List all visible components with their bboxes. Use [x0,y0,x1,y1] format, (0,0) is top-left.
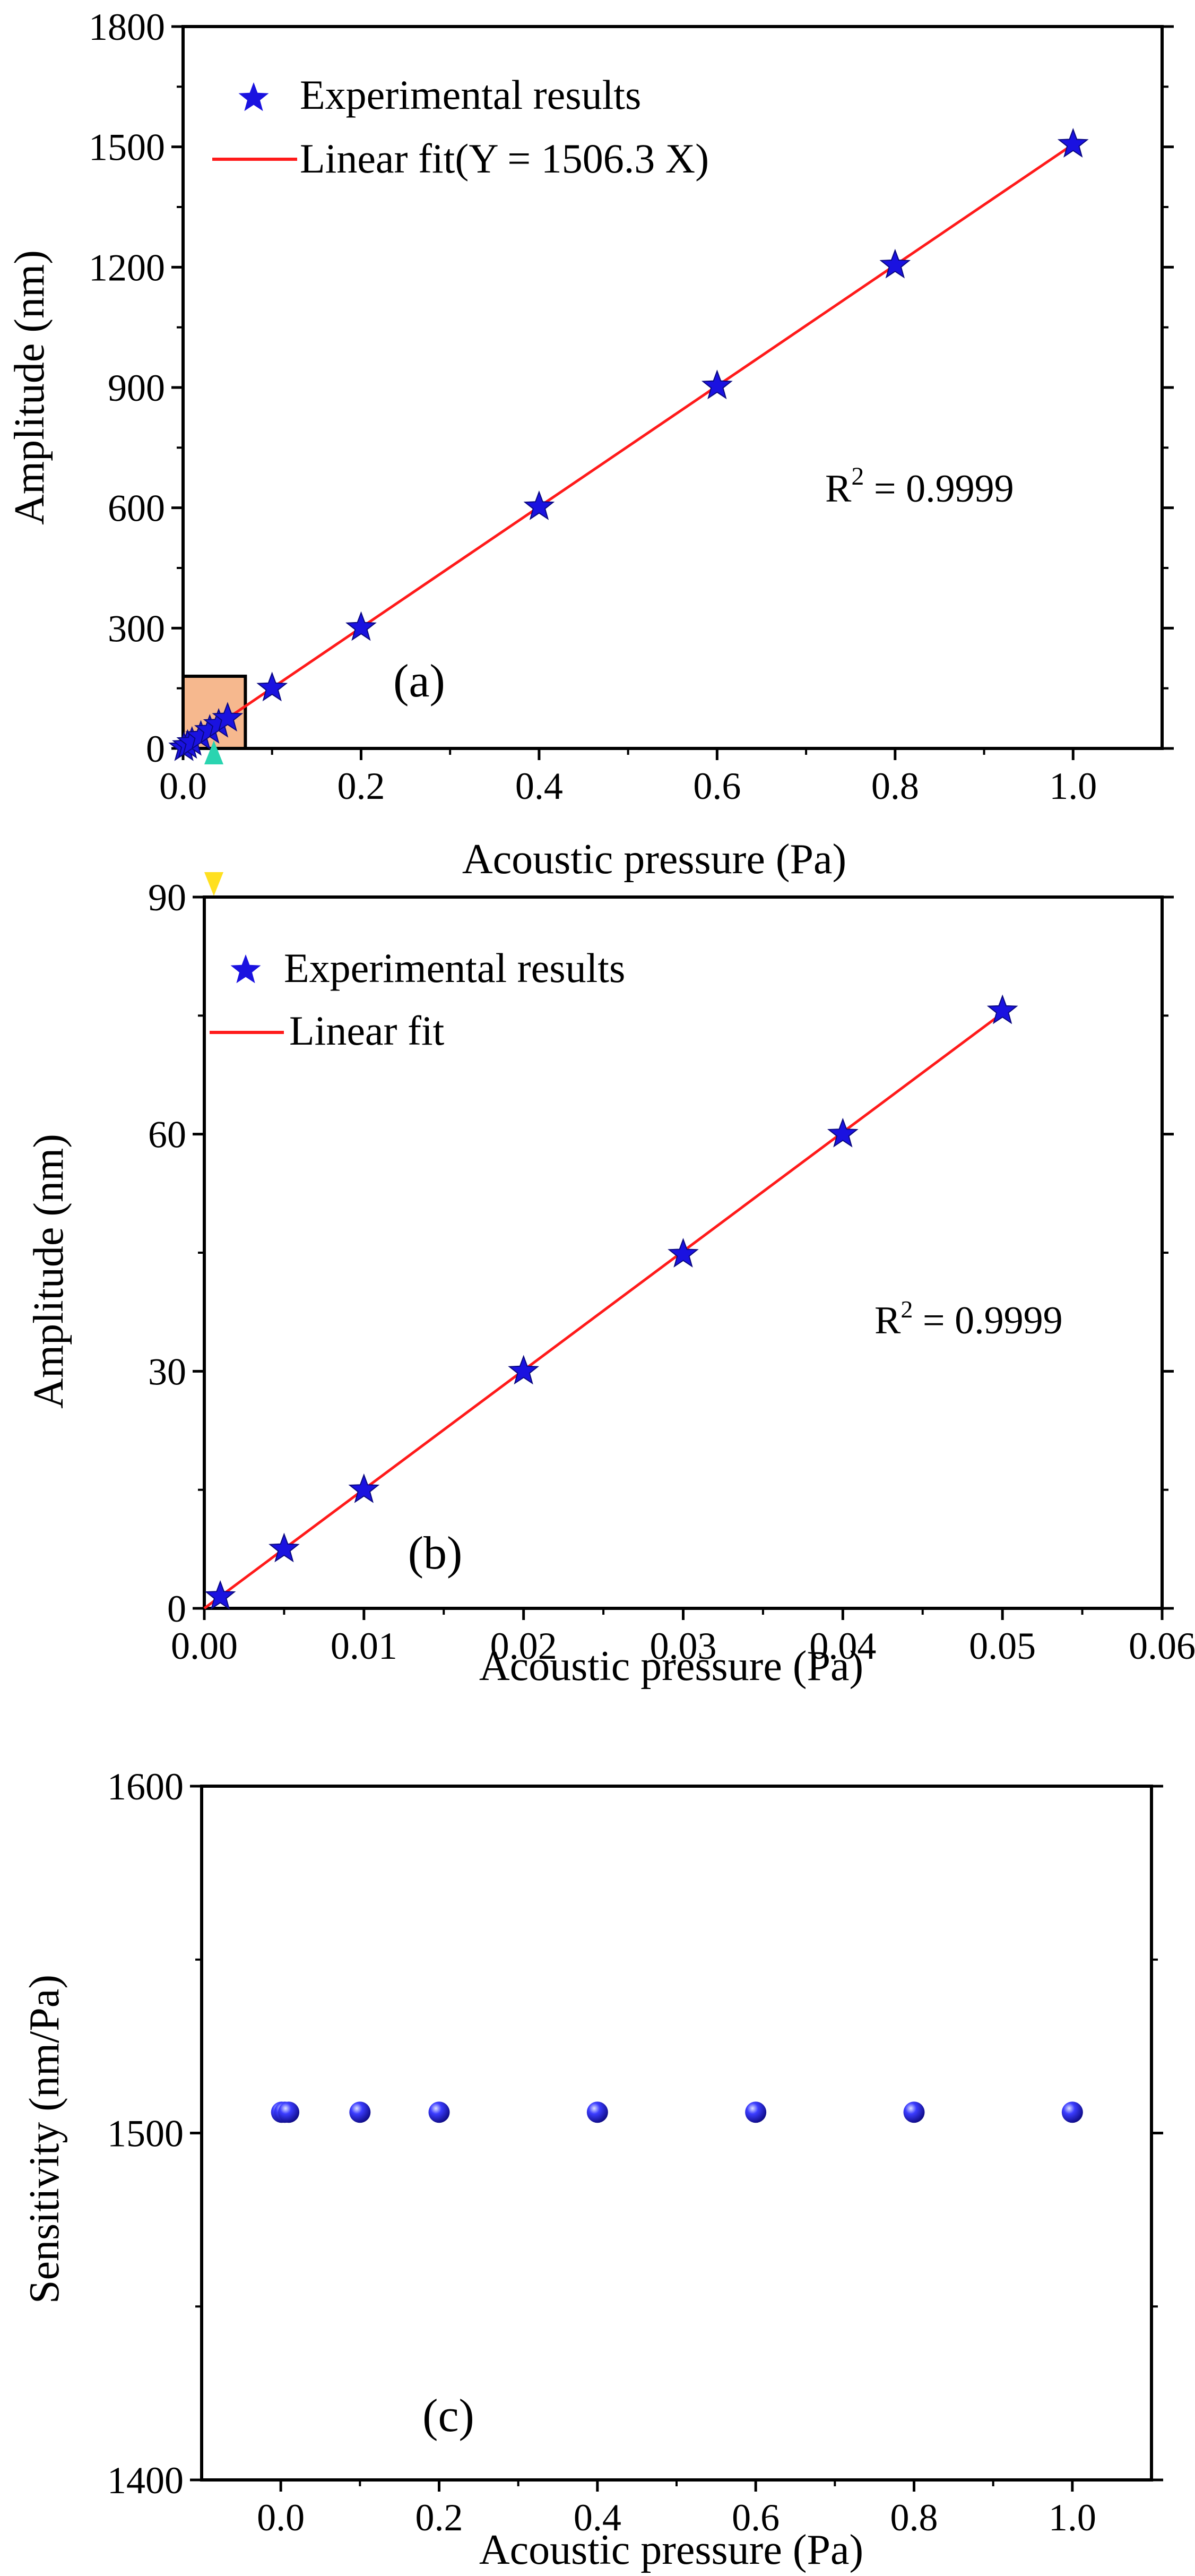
plot-layer: 0.00 0.01 0.02 0.03 0.04 0.05 0.06 0 30 60 90 [148,876,1195,1667]
data-point-star [269,1532,300,1563]
y-tick-label: 0 [167,1588,186,1630]
panel-b-letter: (b) [408,1528,463,1579]
data-point-sphere [349,2101,371,2123]
panel-c-chart: 0.0 0.2 0.4 0.6 0.8 1.0 1400 1500 1600 (c) Acous… [21,1765,1163,2573]
y-tick-label: 1600 [107,1765,184,1808]
y-tick-label: 600 [108,487,165,530]
x-tick-label: 0.05 [969,1625,1036,1667]
x-axis-label-c: Acoustic pressure (Pa) [479,2527,863,2573]
x-tick-label: 1.0 [1049,765,1097,807]
y-tick-label: 30 [148,1350,186,1393]
y-axis-label-b: Amplitude (nm) [25,1134,72,1409]
data-point-sphere [428,2101,450,2123]
y-tick-label: 1200 [89,246,165,289]
legend-star-glyph [238,82,269,111]
plot-frame [200,1785,1153,2482]
x-axis-label-a: Acoustic pressure (Pa) [462,836,846,883]
x-tick-label: 0.04 [809,1625,876,1667]
data-point-star [212,702,244,732]
y-axis-label-a: Amplitude (nm) [6,250,53,525]
data-point-star [827,1117,859,1148]
panel-a-chart: 0.0 0.2 0.4 0.6 0.8 1.0 0 300 600 900 1200 1500 1800… [6,6,1174,883]
legend-star-marker [238,82,269,111]
data-point-star [523,490,555,520]
y-tick-label: 1500 [89,126,165,169]
data-point-star [701,369,733,400]
y-tick-label: 1400 [107,2459,184,2502]
data-point-sphere [278,2101,300,2123]
legend-experimental-label: Experimental results [284,945,625,991]
x-tick-label: 0.00 [171,1625,238,1667]
data-point-star [348,1473,380,1503]
x-tick-label: 0.6 [732,2496,780,2539]
x-tick-label: 0.8 [871,765,919,807]
connector-arrowhead-down [204,872,223,896]
legend-star-marker [230,954,261,984]
data-point-star [986,994,1018,1024]
x-tick-label: 0.0 [159,765,207,807]
zoom-connector-arrow [204,740,223,896]
x-tick-label: 0.0 [257,2496,305,2539]
plot-frame [181,25,1164,750]
x-tick-label: 0.4 [574,2496,621,2539]
x-tick-label: 0.4 [515,765,563,807]
data-point-star [1057,128,1089,158]
legend-fit-label: Linear fit [289,1007,445,1054]
y-tick-label: 1500 [107,2113,184,2155]
data-point-sphere [586,2101,608,2123]
y-tick-label: 900 [108,367,165,409]
data-point-star [508,1355,540,1385]
data-point-star [256,671,288,702]
x-tick-label: 1.0 [1049,2496,1096,2539]
r-squared-annotation: R2 = 0.9999 [874,1296,1063,1342]
legend-star-glyph [230,954,261,984]
data-point-star [879,248,911,279]
panel-a-legend: Experimental results Linear fit(Y = 1506… [212,72,709,182]
plot-layer: 0.0 0.2 0.4 0.6 0.8 1.0 1400 1500 1600 [107,1765,1163,2539]
y-tick-label: 60 [148,1114,186,1156]
x-tick-label: 0.8 [890,2496,938,2539]
data-point-star [345,611,377,641]
data-point-sphere [903,2101,925,2123]
x-tick-label: 0.2 [415,2496,463,2539]
legend-experimental-label: Experimental results [300,72,641,118]
x-tick-label: 0.2 [337,765,385,807]
x-tick-label: 0.6 [693,765,741,807]
x-tick-label: 0.06 [1129,1625,1195,1667]
panel-a-letter: (a) [393,656,445,707]
fit-line [182,143,1074,750]
x-tick-label: 0.03 [650,1625,717,1667]
connector-arrowhead-up [204,740,223,764]
y-axis-label-c: Sensitivity (nm/Pa) [21,1975,68,2304]
y-tick-label: 300 [108,607,165,650]
x-axis-label-b: Acoustic pressure (Pa) [479,1643,863,1690]
data-point-sphere [1061,2101,1083,2123]
x-tick-label: 0.02 [490,1625,557,1667]
y-tick-label: 90 [148,876,186,919]
r-squared-annotation: R2 = 0.9999 [825,462,1014,511]
data-point-sphere [745,2101,767,2123]
y-tick-label: 1800 [89,6,165,48]
x-tick-label: 0.01 [331,1625,397,1667]
panel-c-letter: (c) [422,2390,474,2442]
plot-layer: 0.0 0.2 0.4 0.6 0.8 1.0 0 300 600 900 1200 1500 1800 [89,6,1174,807]
fit-line [203,1012,1003,1610]
data-point-star [204,1580,236,1610]
y-tick-label: 0 [146,728,165,770]
data-point-star [668,1238,699,1268]
legend-fit-label: Linear fit(Y = 1506.3 X) [300,135,709,182]
panel-b-legend: Experimental results Linear fit [210,945,625,1054]
